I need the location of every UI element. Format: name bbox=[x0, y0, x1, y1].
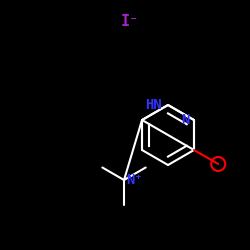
Text: HN: HN bbox=[145, 98, 162, 112]
Text: N⁺: N⁺ bbox=[126, 173, 143, 187]
Text: N: N bbox=[182, 113, 190, 127]
Text: I⁻: I⁻ bbox=[121, 14, 139, 30]
